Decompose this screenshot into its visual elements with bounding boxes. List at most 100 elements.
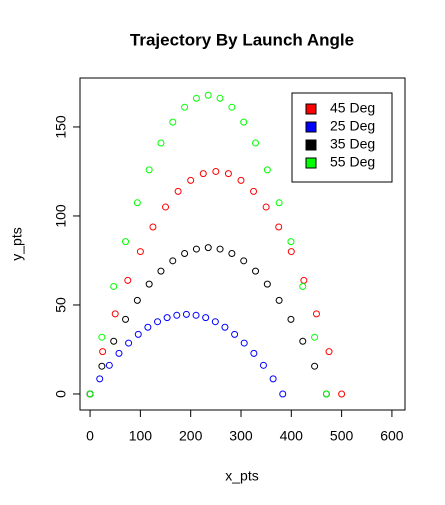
point bbox=[124, 276, 132, 284]
point bbox=[134, 330, 142, 338]
point bbox=[252, 139, 260, 147]
chart-title: Trajectory By Launch Angle bbox=[130, 30, 354, 49]
legend-swatch bbox=[305, 103, 317, 115]
point bbox=[221, 323, 229, 331]
point bbox=[311, 333, 319, 341]
point bbox=[98, 333, 106, 341]
point bbox=[169, 257, 177, 265]
point bbox=[263, 166, 271, 174]
x-tick-label: 100 bbox=[129, 428, 153, 444]
point bbox=[240, 339, 248, 347]
point bbox=[287, 315, 295, 323]
point bbox=[192, 245, 200, 253]
y-tick-label: 100 bbox=[53, 204, 69, 228]
y-tick-label: 150 bbox=[53, 115, 69, 139]
x-tick-label: 200 bbox=[179, 428, 203, 444]
point bbox=[163, 314, 171, 322]
point bbox=[99, 348, 107, 356]
point bbox=[237, 176, 245, 184]
point bbox=[122, 315, 130, 323]
point bbox=[96, 375, 104, 383]
point bbox=[212, 167, 220, 175]
legend-swatch bbox=[305, 139, 317, 151]
point bbox=[173, 311, 181, 319]
point bbox=[275, 223, 283, 231]
point bbox=[115, 349, 123, 357]
point bbox=[199, 170, 207, 178]
point bbox=[154, 318, 162, 326]
x-tick-label: 400 bbox=[280, 428, 304, 444]
point bbox=[312, 310, 320, 318]
point bbox=[240, 118, 248, 126]
point bbox=[275, 199, 283, 207]
point bbox=[181, 103, 189, 111]
point bbox=[169, 118, 177, 126]
point bbox=[145, 280, 153, 288]
point bbox=[216, 245, 224, 253]
point bbox=[299, 282, 307, 290]
legend-label: 35 Deg bbox=[330, 136, 375, 152]
point bbox=[211, 318, 219, 326]
point bbox=[279, 390, 287, 398]
point bbox=[162, 203, 170, 211]
legend-label: 55 Deg bbox=[330, 154, 375, 170]
point bbox=[144, 323, 152, 331]
point bbox=[136, 248, 144, 256]
point bbox=[133, 296, 141, 304]
legend-swatch bbox=[305, 157, 317, 169]
point bbox=[216, 94, 224, 102]
point bbox=[287, 248, 295, 256]
point bbox=[338, 390, 346, 398]
x-tick-label: 300 bbox=[229, 428, 253, 444]
point bbox=[252, 267, 260, 275]
point bbox=[325, 348, 333, 356]
x-axis-label: x_pts bbox=[225, 468, 258, 484]
point bbox=[192, 311, 200, 319]
point bbox=[187, 176, 195, 184]
point bbox=[192, 94, 200, 102]
point bbox=[157, 139, 165, 147]
point bbox=[250, 349, 258, 357]
point bbox=[86, 390, 94, 398]
x-tick-label: 0 bbox=[86, 428, 94, 444]
point bbox=[98, 362, 106, 370]
point bbox=[299, 337, 307, 345]
point bbox=[311, 362, 319, 370]
point bbox=[204, 91, 212, 99]
point bbox=[105, 361, 113, 369]
point bbox=[149, 223, 157, 231]
legend-label: 45 Deg bbox=[330, 100, 375, 116]
y-axis-label: y_pts bbox=[9, 227, 25, 260]
point bbox=[287, 238, 295, 246]
point bbox=[181, 250, 189, 258]
x-tick-label: 600 bbox=[380, 428, 404, 444]
point bbox=[262, 203, 270, 211]
point bbox=[259, 361, 267, 369]
point bbox=[125, 339, 133, 347]
point bbox=[228, 250, 236, 258]
x-tick-label: 500 bbox=[330, 428, 354, 444]
point bbox=[182, 310, 190, 318]
point bbox=[275, 296, 283, 304]
y-tick-label: 50 bbox=[53, 297, 69, 313]
point bbox=[204, 244, 212, 252]
point bbox=[250, 187, 258, 195]
point bbox=[322, 390, 330, 398]
point bbox=[269, 375, 277, 383]
point bbox=[174, 187, 182, 195]
point bbox=[224, 170, 232, 178]
point bbox=[110, 282, 118, 290]
point bbox=[157, 267, 165, 275]
point bbox=[145, 166, 153, 174]
point bbox=[263, 280, 271, 288]
legend-label: 25 Deg bbox=[330, 118, 375, 134]
point bbox=[228, 103, 236, 111]
point bbox=[133, 199, 141, 207]
point bbox=[240, 257, 248, 265]
point bbox=[122, 238, 130, 246]
point bbox=[111, 310, 119, 318]
legend-swatch bbox=[305, 121, 317, 133]
point bbox=[231, 330, 239, 338]
